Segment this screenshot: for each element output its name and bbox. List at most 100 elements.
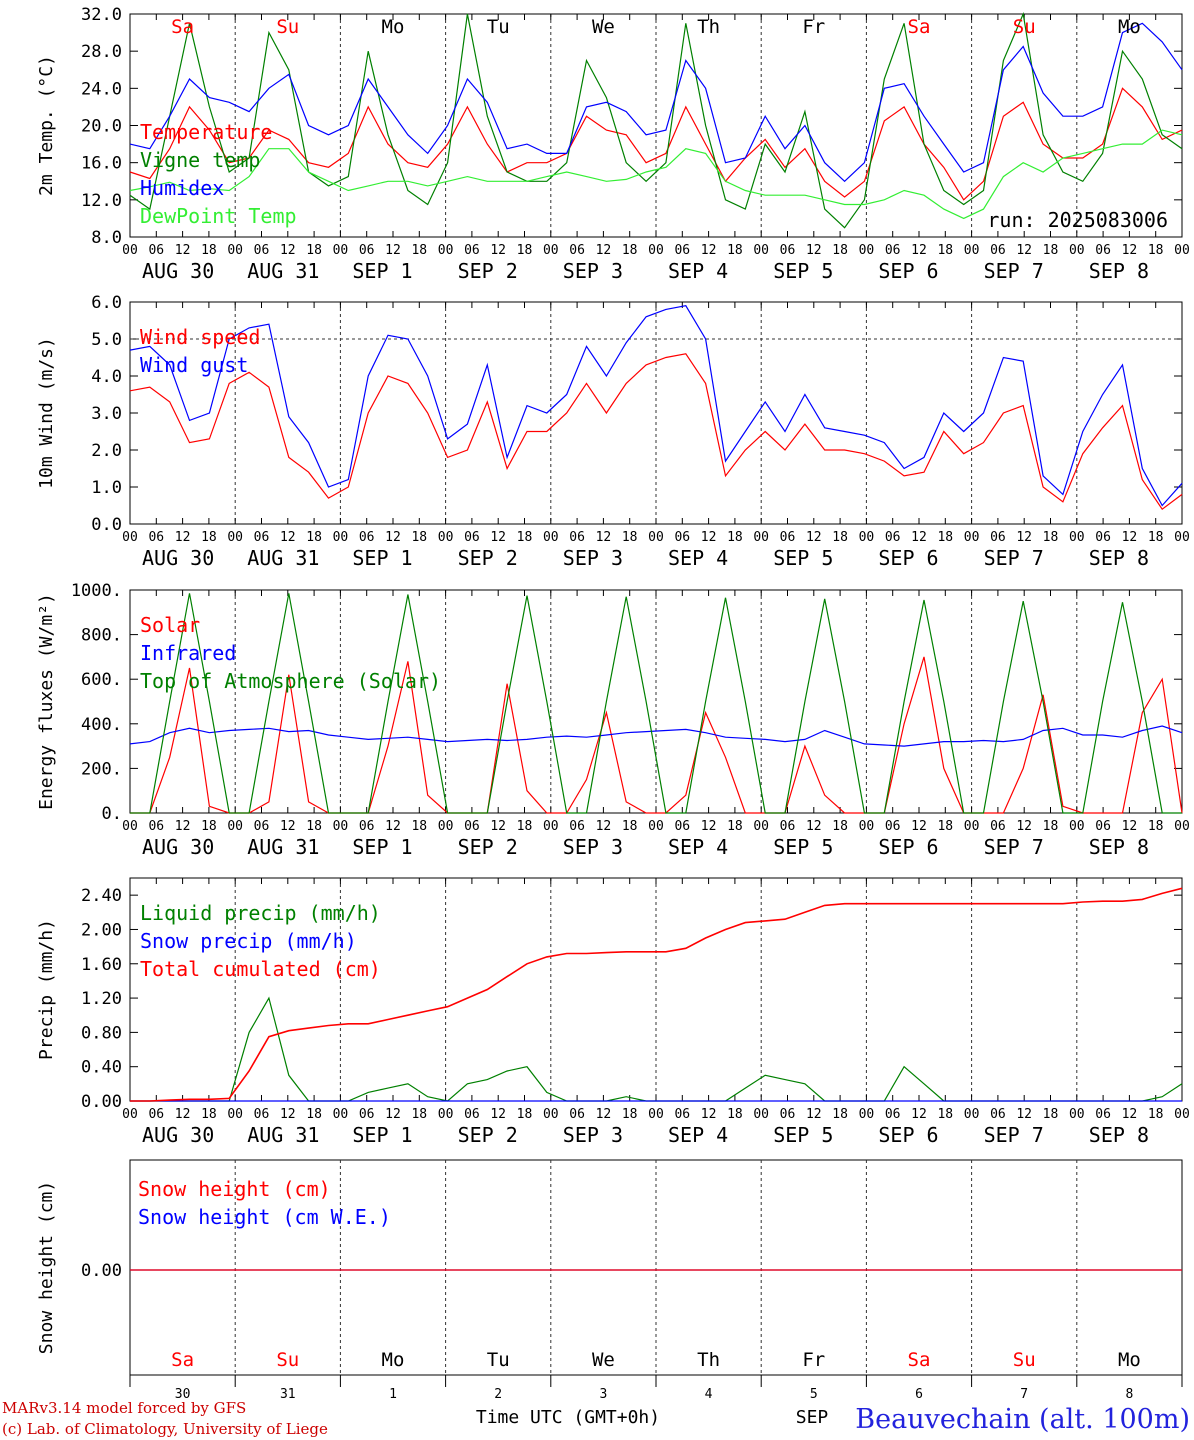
y-tick-label: 2.0 <box>91 441 122 461</box>
hour-tick-label: 18 <box>1043 243 1059 258</box>
date-label: SEP 8 <box>1089 1123 1149 1147</box>
panel-2: 00 06 12 18 00 06 12 18 00 06 12 18 00 06 12 18 00 06 12 18… <box>36 293 1190 570</box>
panel-4: 00 06 12 18 00 06 12 18 00 06 12 18 00 06 12 18 00 06 12 18… <box>36 877 1190 1147</box>
date-label: SEP 2 <box>458 259 518 283</box>
hour-tick-label: 18 <box>306 530 322 545</box>
hour-tick-label: 00 <box>859 1107 875 1122</box>
hour-tick-label: 18 <box>832 1107 848 1122</box>
y-tick-label: 800. <box>81 626 122 646</box>
hour-tick-label: 00 <box>1174 1107 1190 1122</box>
date-label: SEP 4 <box>668 1123 728 1147</box>
legend-entry: Snow precip (mm/h) <box>140 929 357 953</box>
hour-tick-label: 18 <box>622 243 638 258</box>
hour-tick-label: 18 <box>622 819 638 834</box>
date-label: SEP 5 <box>773 546 833 570</box>
hour-tick-label: 18 <box>306 1107 322 1122</box>
legend-entry: DewPoint Temp <box>140 204 297 228</box>
hour-tick-label: 00 <box>122 1107 138 1122</box>
y-axis-title: 2m Temp. (°C) <box>36 55 57 196</box>
weekday-label: Mo <box>382 16 405 38</box>
hour-tick-label: 06 <box>569 1107 585 1122</box>
date-label: AUG 30 <box>142 259 214 283</box>
date-label: SEP 5 <box>773 835 833 859</box>
date-label: SEP 1 <box>352 835 412 859</box>
y-tick-label: 1000. <box>71 581 122 601</box>
hour-tick-label: 12 <box>701 243 717 258</box>
hour-tick-label: 06 <box>780 819 796 834</box>
hour-tick-label: 06 <box>359 530 375 545</box>
weekday-label: Su <box>1013 1349 1036 1371</box>
hour-tick-label: 12 <box>490 1107 506 1122</box>
hour-tick-label: 06 <box>464 819 480 834</box>
weekday-label: Tu <box>487 1349 510 1371</box>
hour-tick-label: 12 <box>1016 530 1032 545</box>
hour-tick-label: 06 <box>780 530 796 545</box>
hour-tick-label: 00 <box>1069 530 1085 545</box>
hour-tick-label: 12 <box>1122 819 1138 834</box>
hour-tick-label: 06 <box>674 819 690 834</box>
day-number-label: 1 <box>389 1387 397 1402</box>
hour-tick-label: 06 <box>885 530 901 545</box>
hour-tick-label: 18 <box>411 819 427 834</box>
date-label: AUG 31 <box>247 259 319 283</box>
hour-tick-label: 18 <box>201 1107 217 1122</box>
weekday-label: Su <box>276 16 299 38</box>
hour-tick-label: 00 <box>122 819 138 834</box>
series-line-vigne-temp <box>129 11 1183 229</box>
date-label: SEP 7 <box>984 1123 1044 1147</box>
hour-tick-label: 00 <box>227 1107 243 1122</box>
hour-tick-label: 06 <box>254 530 270 545</box>
hour-tick-label: 12 <box>280 1107 296 1122</box>
date-label: SEP 1 <box>352 1123 412 1147</box>
hour-tick-label: 00 <box>648 819 664 834</box>
hour-tick-label: 18 <box>937 530 953 545</box>
y-tick-label: 6.0 <box>91 293 122 313</box>
y-axis-title: Energy fluxes (W/m²) <box>36 593 57 810</box>
run-label: run: 2025083006 <box>987 208 1168 232</box>
hour-tick-label: 12 <box>175 243 191 258</box>
hour-tick-label: 12 <box>806 530 822 545</box>
day-number-label: 5 <box>810 1387 818 1402</box>
legend-entry: Snow height (cm W.E.) <box>138 1205 391 1229</box>
y-tick-label: 32.0 <box>81 5 122 25</box>
hour-tick-label: 12 <box>911 1107 927 1122</box>
y-tick-label: 12.0 <box>81 191 122 211</box>
day-number-label: 31 <box>280 1387 296 1402</box>
hour-tick-label: 12 <box>701 1107 717 1122</box>
hour-tick-label: 06 <box>464 1107 480 1122</box>
date-label: SEP 7 <box>984 835 1044 859</box>
date-label: SEP 4 <box>668 546 728 570</box>
hour-tick-label: 12 <box>280 243 296 258</box>
hour-tick-label: 18 <box>937 1107 953 1122</box>
y-tick-label: 0. <box>102 804 122 824</box>
hour-tick-label: 06 <box>885 243 901 258</box>
series-line-dewpoint-temp <box>129 129 1183 220</box>
hour-tick-label: 18 <box>1043 530 1059 545</box>
y-tick-label: 400. <box>81 715 122 735</box>
weekday-label: Su <box>1013 16 1036 38</box>
hour-tick-label: 12 <box>911 243 927 258</box>
month-label: SEP <box>796 1407 829 1428</box>
hour-tick-label: 12 <box>1122 530 1138 545</box>
series-line-wind-speed <box>129 353 1183 511</box>
x-axis-title: Time UTC (GMT+0h) <box>476 1407 660 1428</box>
hour-tick-label: 06 <box>990 243 1006 258</box>
y-tick-label: 20.0 <box>81 117 122 137</box>
hour-tick-label: 12 <box>596 530 612 545</box>
y-tick-label: 3.0 <box>91 404 122 424</box>
hour-tick-label: 00 <box>227 819 243 834</box>
legend-entry: Humidex <box>140 176 224 200</box>
hour-tick-label: 18 <box>201 819 217 834</box>
hour-tick-label: 00 <box>753 819 769 834</box>
y-axis-title: Precip (mm/h) <box>36 919 57 1060</box>
weekday-label: We <box>592 1349 615 1371</box>
footer-copyright: (c) Lab. of Climatology, University of L… <box>2 1420 328 1438</box>
y-tick-label: 0.40 <box>81 1058 122 1078</box>
hour-tick-label: 06 <box>254 819 270 834</box>
y-tick-label: 1.0 <box>91 478 122 498</box>
hour-tick-label: 06 <box>359 243 375 258</box>
legend-entry: Infrared <box>140 641 236 665</box>
day-number-label: 2 <box>494 1387 502 1402</box>
series-line-total-cumulated-cm- <box>130 887 1183 1102</box>
